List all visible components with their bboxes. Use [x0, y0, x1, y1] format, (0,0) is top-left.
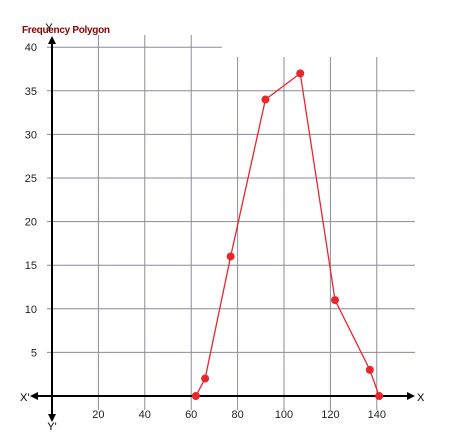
- x-tick-label: 80: [231, 409, 243, 421]
- data-point: [191, 392, 200, 400]
- y-tick-label: 15: [25, 260, 37, 272]
- series-line: [195, 72, 380, 397]
- y-tick-label: 35: [25, 86, 37, 98]
- y-tick-label: 25: [25, 173, 37, 185]
- x-tick-label: 120: [321, 409, 339, 421]
- tick-labels: 5 10 15 20 25 30 35 40 20 40 60 80 100 120 140: [25, 42, 386, 421]
- y-axis-arrow-up: [48, 36, 56, 44]
- y-axis-arrow-down: [48, 414, 56, 422]
- x-tick-label: 100: [275, 409, 293, 421]
- y-tick-label: 5: [31, 347, 37, 359]
- data-point: [296, 69, 305, 78]
- x-axis-positive-label: X: [417, 392, 425, 404]
- x-axis-arrow-right: [407, 392, 415, 400]
- data-point: [375, 392, 384, 400]
- y-tick-label: 20: [25, 217, 37, 229]
- y-tick-label: 10: [25, 304, 37, 316]
- data-point: [201, 374, 210, 383]
- chart-title: Frequency Polygon: [22, 25, 110, 36]
- x-tick-label: 140: [368, 409, 386, 421]
- data-point: [226, 252, 235, 261]
- x-tick-label: 40: [139, 409, 151, 421]
- x-axis-arrow-left: [30, 392, 38, 400]
- data-point: [261, 95, 270, 104]
- x-axis-negative-label: X': [20, 392, 29, 404]
- grid: [47, 35, 415, 410]
- y-axis-positive-label: Y: [45, 22, 53, 34]
- axes: [30, 36, 415, 422]
- x-tick-label: 60: [185, 409, 197, 421]
- data-point: [331, 296, 340, 305]
- data-point: [365, 365, 374, 374]
- series: [191, 69, 384, 400]
- y-axis-negative-label: Y': [47, 421, 56, 433]
- y-tick-label: 40: [25, 42, 37, 54]
- x-tick-label: 20: [92, 409, 104, 421]
- y-tick-label: 30: [25, 129, 37, 141]
